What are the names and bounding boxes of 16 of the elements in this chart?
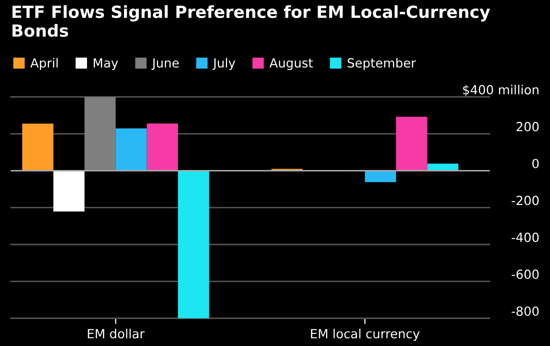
y-tick-label: -200: [512, 196, 539, 206]
legend-label: May: [94, 58, 118, 70]
legend-label: June: [152, 58, 179, 70]
y-tick-label: -400: [512, 232, 539, 242]
chart-title: ETF Flows Signal Preference for EM Local-Currency Bonds: [12, 5, 490, 37]
y-tick-label: -600: [512, 270, 539, 279]
y-tick-label: $400 million: [463, 84, 538, 96]
legend-label: April: [30, 58, 58, 70]
x-tick-label: EM local currency: [311, 328, 420, 341]
y-tick-label: 200: [516, 122, 539, 132]
y-tick-label: 0: [532, 158, 539, 168]
legend-label: August: [269, 58, 313, 70]
legend-label: September: [348, 58, 416, 70]
y-tick-label: -800: [512, 306, 539, 316]
x-tick-label: EM dollar: [88, 328, 145, 338]
legend-label: July: [212, 58, 236, 70]
